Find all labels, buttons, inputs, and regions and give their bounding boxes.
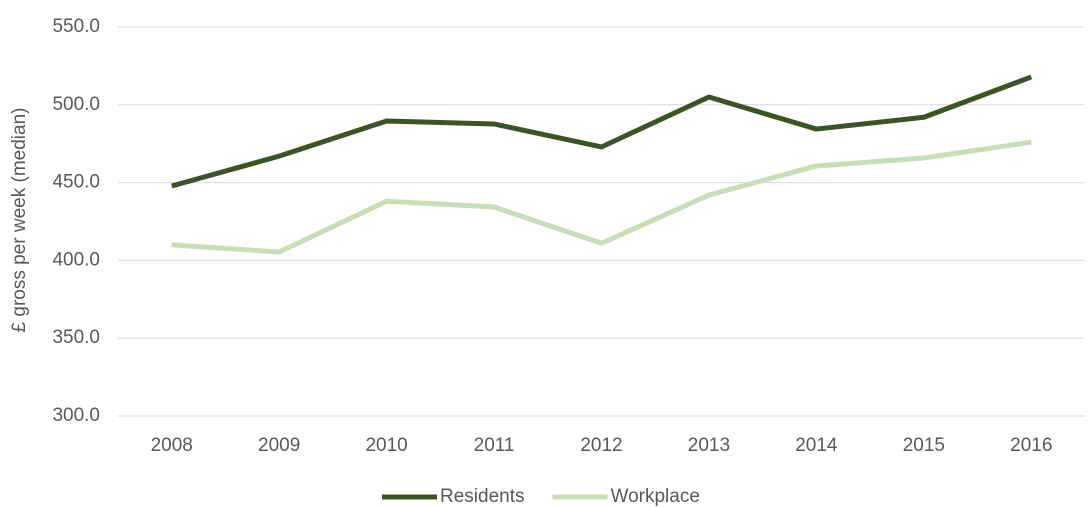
y-tick-label: 550.0: [52, 16, 100, 37]
x-tick-label: 2011: [474, 435, 515, 456]
x-tick-label: 2012: [580, 435, 622, 456]
y-tick-label: 350.0: [52, 327, 100, 348]
x-tick-label: 2010: [365, 435, 407, 456]
x-tick-label: 2009: [258, 435, 300, 456]
y-tick-label: 400.0: [52, 249, 100, 270]
legend-label: Residents: [440, 486, 525, 507]
y-tick-label: 300.0: [52, 405, 100, 426]
legend-label: Workplace: [611, 486, 700, 507]
x-tick-label: 2013: [688, 435, 730, 456]
x-tick-label: 2008: [151, 435, 193, 456]
y-tick-label: 450.0: [52, 172, 100, 193]
line-series: [171, 74, 1033, 189]
x-tick-label: 2015: [903, 435, 945, 456]
x-tick-label: 2016: [1010, 435, 1052, 456]
x-tick-label: 2014: [795, 435, 838, 456]
line-series: [171, 139, 1032, 255]
y-axis-title: £ gross per week (median): [9, 108, 30, 333]
y-tick-label: 500.0: [52, 94, 100, 115]
